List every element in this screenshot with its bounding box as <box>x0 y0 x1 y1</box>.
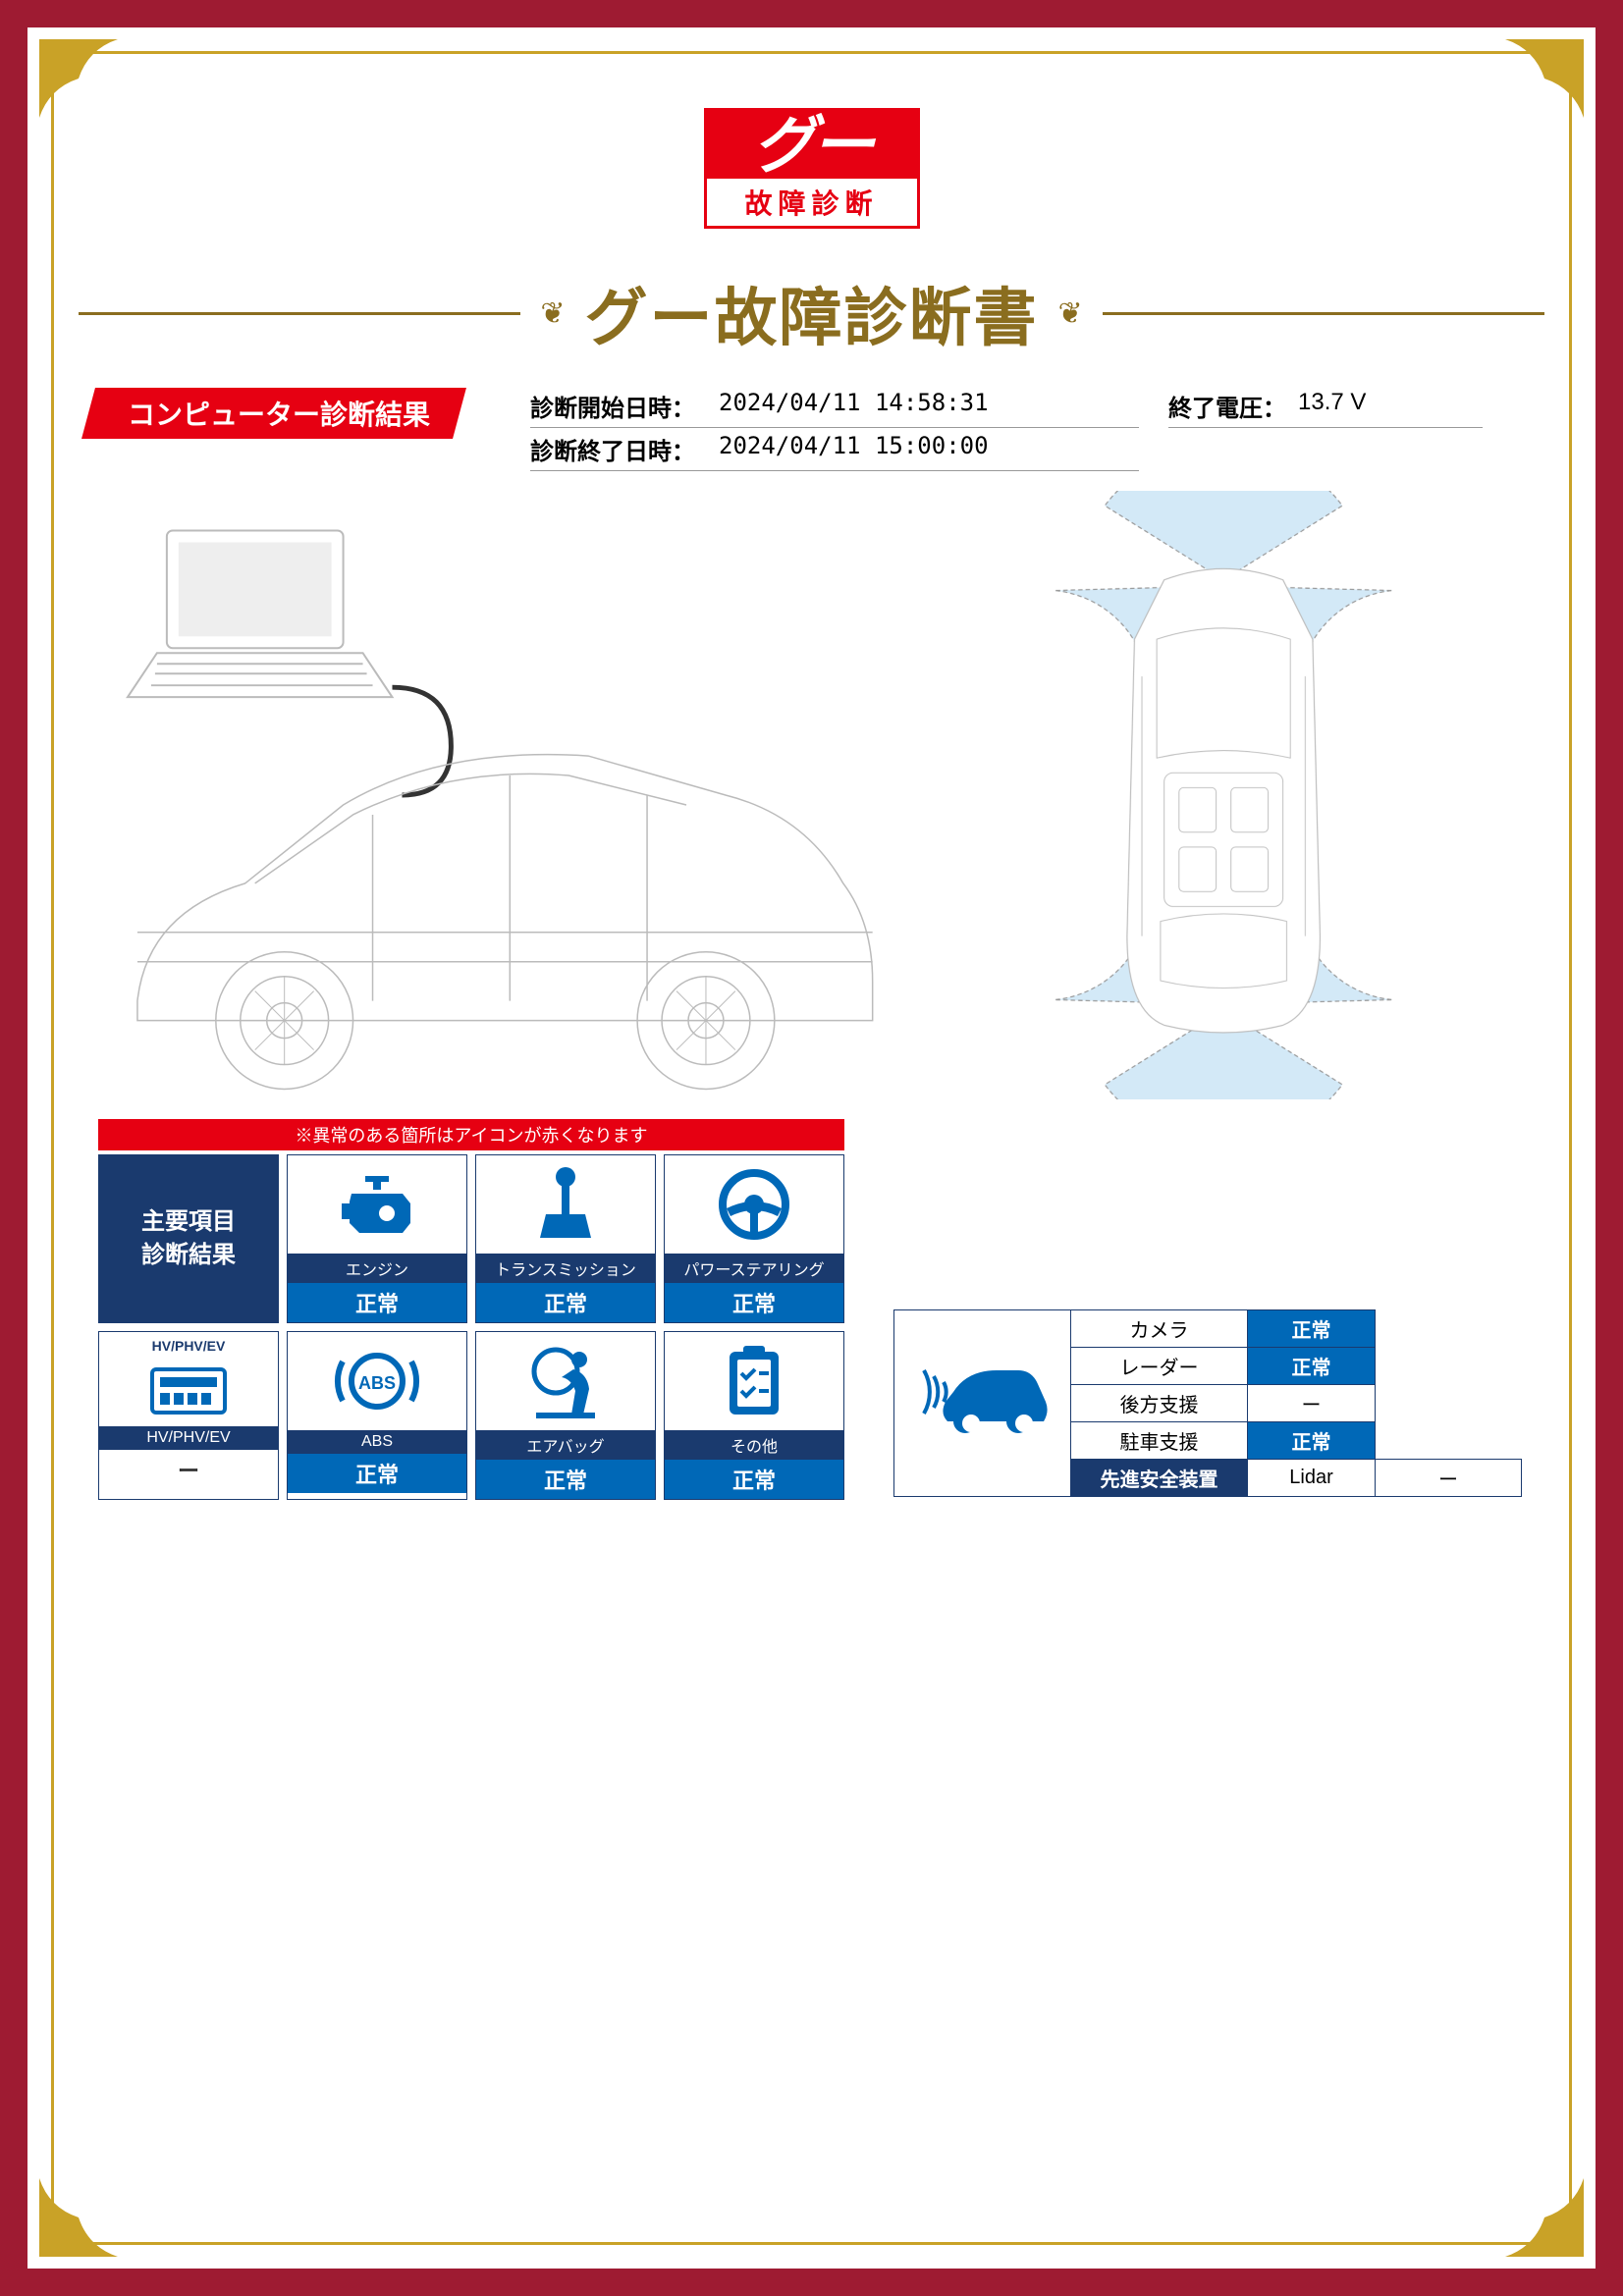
car-side-diagram <box>98 491 883 1099</box>
page-title: グー故障診断書 <box>585 268 1039 358</box>
title-line-right <box>1103 312 1544 315</box>
hv-icon <box>99 1356 278 1426</box>
other-label: その他 <box>665 1430 843 1460</box>
title-row: ❦ グー故障診断書 ❦ <box>79 268 1544 358</box>
header-cell: 主要項目 診断結果 <box>98 1154 279 1323</box>
cell-power-steering: パワーステアリング 正常 <box>664 1154 844 1323</box>
logo: グー 故障診断 <box>704 108 920 229</box>
trans-status: 正常 <box>476 1283 655 1322</box>
safety-row-4-label: Lidar <box>1248 1460 1376 1497</box>
engine-icon <box>288 1155 466 1254</box>
cell-engine: エンジン 正常 <box>287 1154 467 1323</box>
section-label: コンピューター診断結果 <box>128 394 430 433</box>
engine-label: エンジン <box>288 1254 466 1283</box>
voltage-block: 終了電圧： 13.7 V <box>1168 385 1483 428</box>
header-cell-text: 主要項目 診断結果 <box>141 1205 236 1271</box>
airbag-label: エアバッグ <box>476 1430 655 1460</box>
safety-row-1-label: レーダー <box>1071 1348 1248 1385</box>
voltage-value: 13.7 V <box>1298 389 1366 423</box>
safety-header: 先進安全装置 <box>1071 1460 1248 1497</box>
cell-abs: ABS ABS 正常 <box>287 1331 467 1500</box>
safety-row-4-status: ー <box>1376 1460 1522 1497</box>
logo-main: グー <box>704 108 920 179</box>
flourish-icon: ❦ <box>540 296 565 331</box>
airbag-status: 正常 <box>476 1460 655 1499</box>
safety-table: カメラ 正常 レーダー 正常 後方支援 ー 駐車支援 正常 先進安全装置 Lid… <box>893 1309 1522 1497</box>
safety-row-3-status: 正常 <box>1248 1422 1376 1460</box>
engine-status: 正常 <box>288 1283 466 1322</box>
safety-row-3-label: 駐車支援 <box>1071 1422 1248 1460</box>
safety-row-1-status: 正常 <box>1248 1348 1376 1385</box>
cell-transmission: トランスミッション 正常 <box>475 1154 656 1323</box>
safety-row-2-label: 後方支援 <box>1071 1385 1248 1422</box>
diagram-area <box>98 491 1525 1099</box>
abs-status: 正常 <box>288 1454 466 1493</box>
abs-icon: ABS <box>288 1332 466 1430</box>
start-value: 2024/04/11 14:58:31 <box>719 389 989 423</box>
safety-icon-cell <box>894 1310 1071 1497</box>
voltage-label: 終了電圧： <box>1168 389 1286 423</box>
power-label: パワーステアリング <box>665 1254 843 1283</box>
safety-row-0-status: 正常 <box>1248 1310 1376 1348</box>
cell-airbag: エアバッグ 正常 <box>475 1331 656 1500</box>
note-bar: ※異常のある箇所はアイコンが赤くなります <box>98 1119 844 1150</box>
hv-status: ー <box>99 1450 278 1489</box>
end-value: 2024/04/11 15:00:00 <box>719 432 989 466</box>
cell-other: その他 正常 <box>664 1331 844 1500</box>
abs-label: ABS <box>288 1430 466 1454</box>
logo-sub: 故障診断 <box>704 179 920 229</box>
power-status: 正常 <box>665 1283 843 1322</box>
transmission-icon <box>476 1155 655 1254</box>
flourish-icon: ❦ <box>1058 296 1083 331</box>
results-grid: ※異常のある箇所はアイコンが赤くなります 主要項目 診断結果 エンジン 正常 ト… <box>98 1119 844 1500</box>
clipboard-icon <box>665 1332 843 1430</box>
other-status: 正常 <box>665 1460 843 1499</box>
car-sensor-icon <box>914 1357 1052 1445</box>
steering-icon <box>665 1155 843 1254</box>
hv-label: HV/PHV/EV <box>99 1426 278 1450</box>
cell-hv: HV/PHV/EV HV/PHV/EV ー <box>98 1331 279 1500</box>
airbag-icon <box>476 1332 655 1430</box>
end-label: 診断終了日時： <box>530 432 707 466</box>
car-top-diagram <box>922 491 1525 1099</box>
trans-label: トランスミッション <box>476 1254 655 1283</box>
svg-text:ABS: ABS <box>358 1373 396 1393</box>
safety-row-0-label: カメラ <box>1071 1310 1248 1348</box>
hv-top-label: HV/PHV/EV <box>99 1332 278 1356</box>
title-line-left <box>79 312 520 315</box>
section-tag: コンピューター診断結果 <box>81 388 466 439</box>
start-label: 診断開始日時： <box>530 389 707 423</box>
safety-row-2-status: ー <box>1248 1385 1376 1422</box>
info-block: 診断開始日時： 2024/04/11 14:58:31 診断終了日時： 2024… <box>530 385 1139 471</box>
